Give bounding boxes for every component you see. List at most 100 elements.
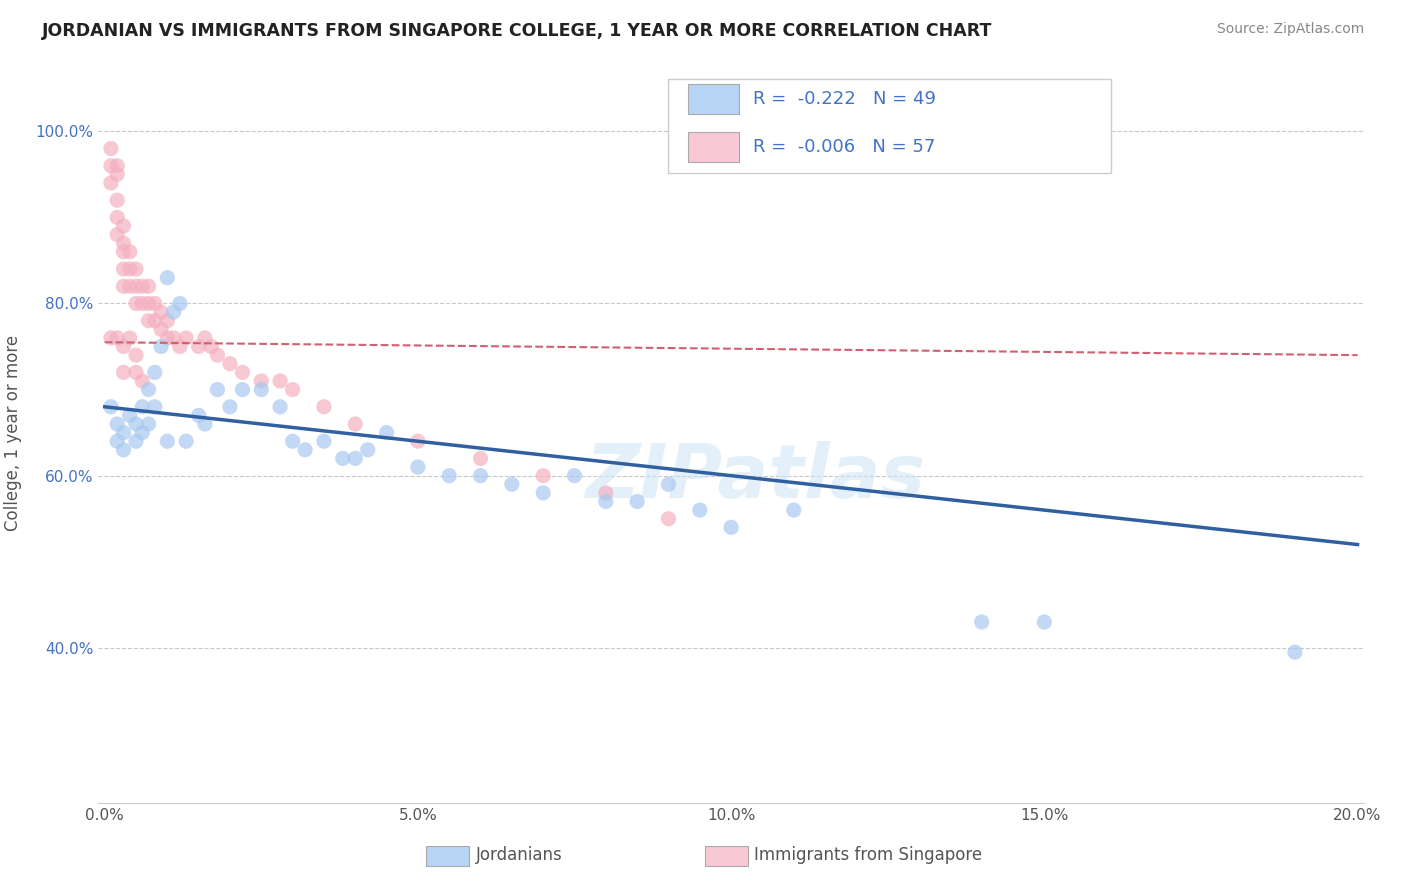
Point <box>783 503 806 517</box>
Point <box>231 383 253 397</box>
Text: ZIPatlas: ZIPatlas <box>586 441 927 514</box>
Text: JORDANIAN VS IMMIGRANTS FROM SINGAPORE COLLEGE, 1 YEAR OR MORE CORRELATION CHART: JORDANIAN VS IMMIGRANTS FROM SINGAPORE C… <box>42 22 993 40</box>
Point <box>219 357 242 371</box>
Point <box>112 244 135 259</box>
Point <box>138 383 160 397</box>
Point <box>125 279 148 293</box>
Point <box>118 409 141 423</box>
Point <box>219 400 242 414</box>
Point <box>187 409 209 423</box>
FancyBboxPatch shape <box>426 846 470 866</box>
Point <box>112 442 135 457</box>
Point <box>169 296 191 310</box>
Point <box>112 262 135 277</box>
Point <box>194 417 217 431</box>
Point <box>118 331 141 345</box>
Point <box>970 615 993 629</box>
Point <box>207 348 229 362</box>
Point <box>187 339 209 353</box>
Point <box>112 236 135 251</box>
Point <box>125 434 148 449</box>
Point <box>595 494 617 508</box>
Point <box>294 442 316 457</box>
FancyBboxPatch shape <box>668 78 1111 173</box>
Point <box>344 451 367 466</box>
Point <box>357 442 380 457</box>
Point <box>169 339 191 353</box>
Point <box>125 262 148 277</box>
Point <box>143 400 166 414</box>
Point <box>100 142 122 156</box>
Point <box>501 477 523 491</box>
FancyBboxPatch shape <box>688 132 738 161</box>
Point <box>138 314 160 328</box>
Point <box>105 167 128 181</box>
Point <box>162 331 184 345</box>
Point <box>406 434 429 449</box>
Point <box>143 296 166 310</box>
Point <box>207 383 229 397</box>
Point <box>125 296 148 310</box>
Point <box>131 279 153 293</box>
Point <box>156 314 179 328</box>
Point <box>150 305 173 319</box>
Point <box>595 486 617 500</box>
Point <box>564 468 586 483</box>
Point <box>531 468 554 483</box>
Point <box>105 193 128 207</box>
Point <box>344 417 367 431</box>
Point <box>112 279 135 293</box>
Point <box>131 296 153 310</box>
Point <box>143 365 166 379</box>
Point <box>125 348 148 362</box>
FancyBboxPatch shape <box>688 84 738 113</box>
Point <box>100 331 122 345</box>
Point <box>118 262 141 277</box>
Point <box>156 270 179 285</box>
Point <box>375 425 398 440</box>
Point <box>138 417 160 431</box>
Y-axis label: College, 1 year or more: College, 1 year or more <box>4 334 21 531</box>
Point <box>174 434 197 449</box>
Point <box>118 244 141 259</box>
Point <box>105 417 128 431</box>
Point <box>105 211 128 225</box>
Text: Immigrants from Singapore: Immigrants from Singapore <box>754 847 981 864</box>
Point <box>269 374 291 388</box>
Text: R =  -0.222   N = 49: R = -0.222 N = 49 <box>752 90 935 108</box>
Text: R =  -0.006   N = 57: R = -0.006 N = 57 <box>752 138 935 156</box>
Point <box>470 468 492 483</box>
Point <box>112 365 135 379</box>
Point <box>281 434 304 449</box>
Point <box>231 365 253 379</box>
Point <box>194 331 217 345</box>
Point <box>1284 645 1306 659</box>
Point <box>1033 615 1056 629</box>
Point <box>118 279 141 293</box>
Point <box>150 339 173 353</box>
Point <box>100 159 122 173</box>
Point <box>200 339 222 353</box>
Point <box>125 365 148 379</box>
Point <box>720 520 742 534</box>
Point <box>657 477 679 491</box>
Point <box>657 512 679 526</box>
Point <box>105 331 128 345</box>
Point <box>689 503 711 517</box>
Point <box>470 451 492 466</box>
Point <box>131 374 153 388</box>
Point <box>138 296 160 310</box>
Point <box>100 176 122 190</box>
FancyBboxPatch shape <box>704 846 748 866</box>
Point <box>112 339 135 353</box>
Point <box>439 468 461 483</box>
Point <box>156 331 179 345</box>
Point <box>250 374 273 388</box>
Point <box>112 219 135 233</box>
Point <box>100 400 122 414</box>
Point <box>531 486 554 500</box>
Point <box>125 417 148 431</box>
Point <box>162 305 184 319</box>
Point <box>105 227 128 242</box>
Point <box>138 279 160 293</box>
